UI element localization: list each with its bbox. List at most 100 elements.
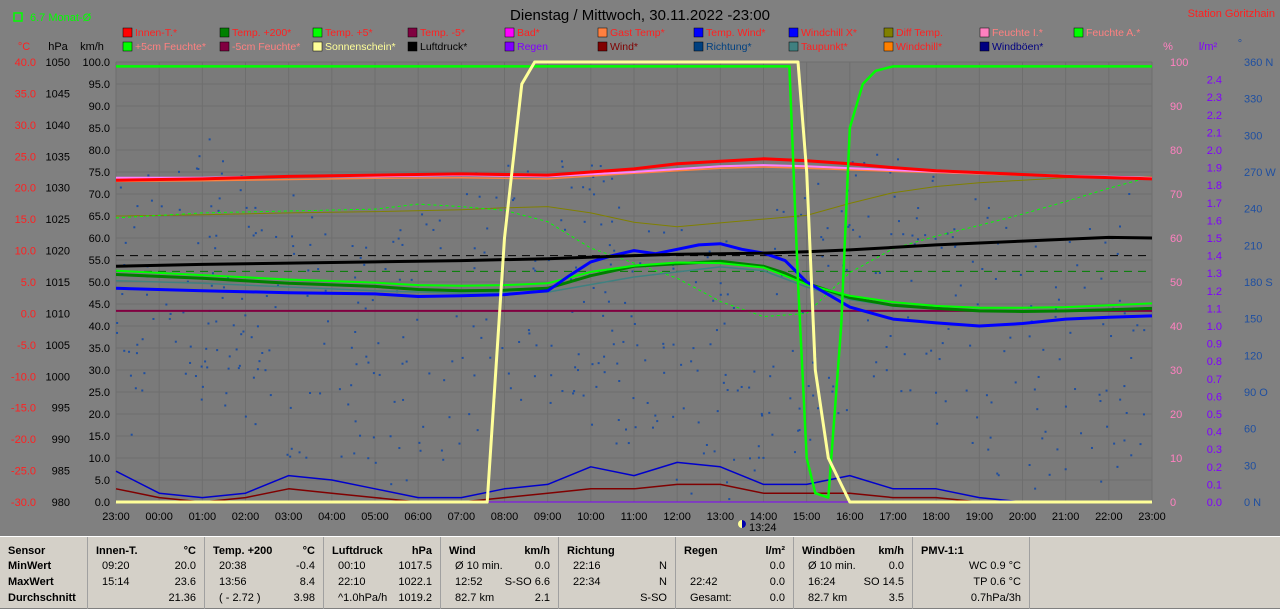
- direction-point: [367, 457, 370, 460]
- direction-point: [208, 138, 211, 141]
- pressure-axis-tick: 990: [52, 434, 70, 446]
- legend-swatch: [597, 27, 608, 38]
- legend[interactable]: Innen-T.* Temp. +200* Temp. +5* Temp. -5* Ba…: [122, 27, 1140, 53]
- direction-point: [218, 197, 221, 200]
- direction-point: [997, 474, 1000, 477]
- direction-point: [996, 472, 999, 475]
- legend-item[interactable]: Temp. +5*: [312, 27, 373, 39]
- direction-point: [367, 361, 370, 364]
- legend-item[interactable]: Bad*: [504, 27, 540, 39]
- legend-item[interactable]: Feuchte I.*: [979, 27, 1043, 39]
- x-axis-tick: 20:00: [1009, 511, 1037, 523]
- stats-cell-time: 22:34: [573, 576, 601, 588]
- direction-point: [1118, 225, 1121, 228]
- wind-axis-tick: 80.0: [89, 145, 110, 157]
- stats-cell-time: 13:56: [219, 576, 247, 588]
- direction-point: [397, 237, 400, 240]
- direction-point: [483, 251, 486, 254]
- wind-axis-tick: 5.0: [95, 475, 110, 487]
- humidity-axis-tick: 70: [1170, 189, 1182, 201]
- direction-point: [351, 245, 354, 248]
- legend-item[interactable]: -5cm Feuchte*: [219, 41, 300, 53]
- legend-item[interactable]: Gast Temp*: [597, 27, 665, 39]
- legend-item[interactable]: Temp. Wind*: [693, 27, 766, 39]
- direction-point: [624, 301, 627, 304]
- stats-cell-time: 22:42: [690, 576, 718, 588]
- rain-axis-tick: 1.1: [1207, 303, 1222, 315]
- direction-point: [940, 246, 943, 249]
- stats-cell-value: TP 0.6 °C: [973, 576, 1021, 588]
- legend-item[interactable]: Sonnenschein*: [312, 41, 396, 53]
- direction-point: [582, 186, 585, 189]
- direction-point: [728, 498, 731, 501]
- legend-item[interactable]: Taupunkt*: [788, 41, 848, 53]
- direction-axis-tick: 120: [1244, 350, 1262, 362]
- wind-axis-tick: 75.0: [89, 167, 110, 179]
- direction-point: [534, 269, 537, 272]
- direction-point: [582, 300, 585, 303]
- direction-point: [574, 366, 577, 369]
- temp-axis-tick: 10.0: [15, 246, 36, 258]
- direction-point: [327, 320, 330, 323]
- legend-item[interactable]: Temp. +200*: [219, 27, 291, 39]
- direction-point: [690, 492, 693, 495]
- legend-label: Temp. +5*: [325, 27, 373, 39]
- direction-point: [225, 392, 228, 395]
- direction-point: [599, 165, 602, 168]
- direction-point: [468, 413, 471, 416]
- stats-panel-sensor: Sensor MinWert MaxWert Durchschnitt: [0, 537, 88, 609]
- legend-item[interactable]: Diff Temp.: [883, 27, 943, 39]
- direction-point: [1034, 487, 1037, 490]
- legend-item[interactable]: Regen: [504, 41, 548, 53]
- direction-point: [930, 349, 933, 352]
- direction-point: [210, 284, 213, 287]
- direction-point: [757, 456, 760, 459]
- wind-axis-tick: 40.0: [89, 321, 110, 333]
- legend-item[interactable]: +5cm Feuchte*: [122, 41, 206, 53]
- legend-item[interactable]: Windchill*: [883, 41, 942, 53]
- legend-item[interactable]: Wind*: [597, 41, 638, 53]
- direction-point: [1058, 358, 1061, 361]
- direction-point: [627, 442, 630, 445]
- direction-point: [618, 380, 621, 383]
- rain-axis-tick: 2.4: [1207, 75, 1222, 87]
- direction-point: [1009, 336, 1012, 339]
- humidity-axis-label: %: [1163, 41, 1173, 53]
- direction-point: [644, 359, 647, 362]
- legend-item[interactable]: Temp. -5*: [407, 27, 465, 39]
- legend-item[interactable]: Windchill X*: [788, 27, 857, 39]
- temp-axis-tick: 35.0: [15, 88, 36, 100]
- direction-point: [965, 389, 968, 392]
- direction-point: [512, 199, 515, 202]
- direction-point: [275, 235, 278, 238]
- legend-item[interactable]: Richtung*: [693, 41, 752, 53]
- x-axis-tick: 06:00: [404, 511, 432, 523]
- direction-point: [985, 394, 988, 397]
- direction-point: [239, 189, 242, 192]
- direction-point: [706, 256, 709, 259]
- direction-point: [897, 220, 900, 223]
- legend-label: Feuchte A.*: [1086, 27, 1140, 39]
- wind-axis-tick: 100.0: [82, 57, 110, 69]
- direction-point: [1033, 388, 1036, 391]
- legend-swatch: [312, 27, 323, 38]
- direction-point: [473, 374, 476, 377]
- direction-point: [893, 195, 896, 198]
- direction-point: [240, 333, 243, 336]
- direction-point: [768, 411, 771, 414]
- station-name: Station Göritzhain: [1188, 8, 1275, 20]
- direction-point: [709, 343, 712, 346]
- moon-time: 13:24: [749, 522, 777, 534]
- direction-point: [570, 278, 573, 281]
- direction-point: [1044, 430, 1047, 433]
- legend-item[interactable]: Luftdruck*: [407, 41, 467, 53]
- legend-item[interactable]: Feuchte A.*: [1073, 27, 1140, 39]
- legend-item[interactable]: Windböen*: [979, 41, 1043, 53]
- stats-cell-time: ( - 2.72 ): [219, 592, 261, 604]
- direction-point: [713, 450, 716, 453]
- legend-item[interactable]: Innen-T.*: [122, 27, 177, 39]
- direction-point: [461, 356, 464, 359]
- x-axis-tick: 13:00: [707, 511, 735, 523]
- stats-cell-time: 82.7 km: [455, 592, 495, 604]
- legend-swatch: [407, 41, 418, 52]
